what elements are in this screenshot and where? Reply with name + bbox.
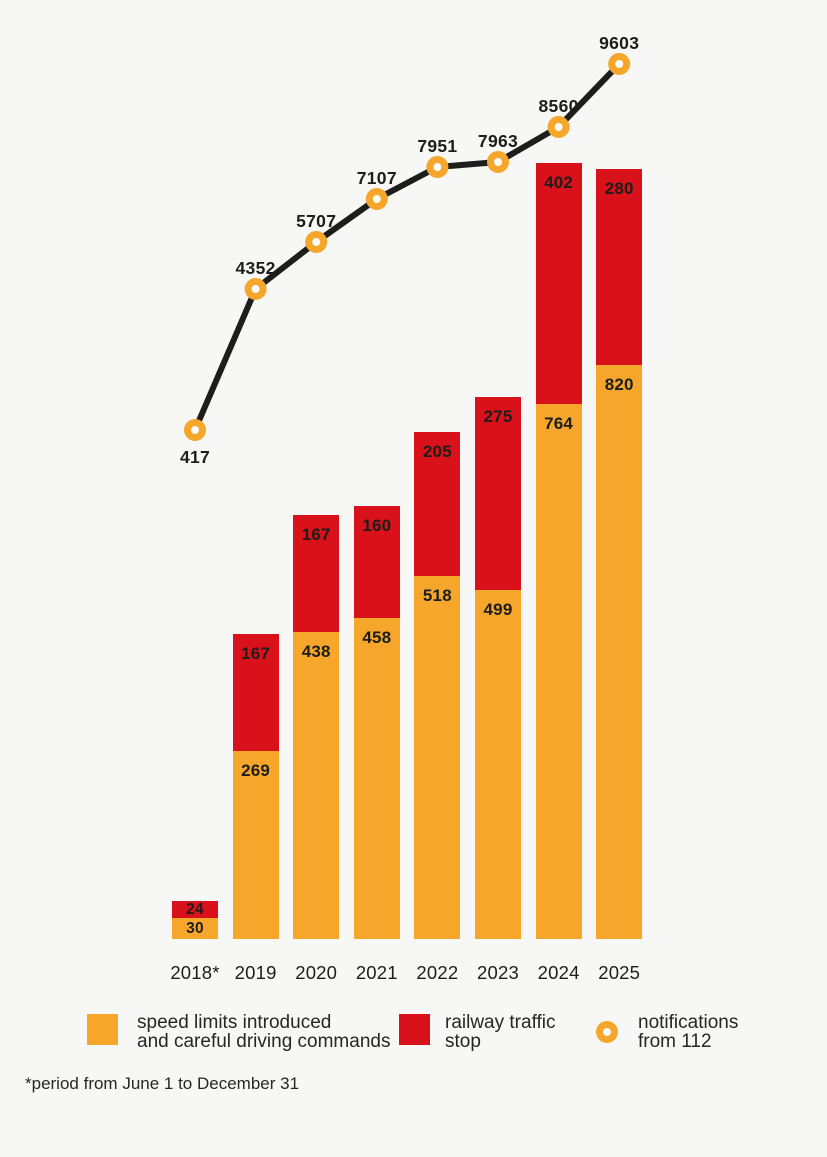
legend-line: stop xyxy=(445,1031,481,1052)
bar-value-label: 160 xyxy=(362,516,392,535)
bar-value-label: 275 xyxy=(483,407,513,426)
line-value-label: 417 xyxy=(179,447,211,467)
x-axis-label: 2022 xyxy=(416,962,459,983)
notifications-marker-icon xyxy=(365,188,388,210)
bar-value-label: 269 xyxy=(241,761,271,780)
bar-value-label: 499 xyxy=(483,600,513,619)
bar-segment-speed-limits: 518 xyxy=(414,576,461,939)
legend-label-notifications: notifications from 112 xyxy=(638,1013,738,1051)
bar-segment-speed-limits: 30 xyxy=(172,918,218,939)
bar-value-label: 820 xyxy=(604,375,634,394)
bar-segment-railway-traffic-stop: 402 xyxy=(535,163,582,404)
x-axis-label: 2021 xyxy=(355,962,398,983)
x-axis-label: 2018* xyxy=(170,962,220,983)
line-value-label: 4352 xyxy=(235,258,276,278)
bar-segment-speed-limits: 269 xyxy=(232,751,279,939)
bar-value-label: 402 xyxy=(544,173,574,192)
x-axis-label: 2019 xyxy=(234,962,277,983)
bar-segment-railway-traffic-stop: 24 xyxy=(172,901,218,918)
bar-value-label: 764 xyxy=(544,414,574,433)
bar-value-label: 24 xyxy=(186,900,204,918)
bar-segment-railway-traffic-stop: 167 xyxy=(293,515,340,632)
bar-segment-speed-limits: 764 xyxy=(535,404,582,939)
bar-value-label: 167 xyxy=(241,644,271,663)
legend-line: notifications xyxy=(638,1012,739,1033)
speed-limits-swatch-icon xyxy=(87,1014,118,1045)
legend-line: and careful driving commands xyxy=(137,1031,391,1052)
legend-line: from 112 xyxy=(638,1031,712,1052)
line-value-label: 9603 xyxy=(599,33,640,53)
x-axis-label: 2025 xyxy=(598,962,641,983)
bar-segment-speed-limits: 438 xyxy=(293,632,340,939)
bar-value-label: 167 xyxy=(301,525,331,544)
line-value-label: 7107 xyxy=(356,168,397,188)
bar-segment-railway-traffic-stop: 205 xyxy=(414,432,461,576)
bar-value-label: 205 xyxy=(422,442,452,461)
bar-value-label: 438 xyxy=(301,642,331,661)
line-value-label: 5707 xyxy=(296,211,337,231)
bar-segment-railway-traffic-stop: 275 xyxy=(475,397,521,590)
legend-label-railway-stop: railway traffic stop xyxy=(445,1013,556,1051)
notifications-marker-icon xyxy=(244,278,267,300)
notifications-marker-icon xyxy=(608,53,631,75)
line-value-label: 8560 xyxy=(538,96,579,116)
bar-value-label: 30 xyxy=(186,919,204,937)
bar-value-label: 280 xyxy=(604,179,634,198)
legend-label-speed-limits: speed limits introduced and careful driv… xyxy=(137,1013,390,1051)
x-axis-label: 2020 xyxy=(295,962,338,983)
notifications-marker-icon xyxy=(547,116,570,138)
notifications-marker-icon xyxy=(487,151,509,173)
footnote: *period from June 1 to December 31 xyxy=(25,1074,300,1093)
bar-segment-railway-traffic-stop: 167 xyxy=(232,634,279,751)
line-value-label: 7963 xyxy=(477,131,519,151)
bar-segment-speed-limits: 499 xyxy=(475,590,521,939)
x-axis-label: 2023 xyxy=(477,962,519,983)
notifications-marker-icon xyxy=(305,231,328,253)
bar-value-label: 458 xyxy=(362,628,392,647)
railway-stop-swatch-icon xyxy=(399,1014,430,1045)
bar-segment-speed-limits: 820 xyxy=(596,365,643,939)
bar-segment-speed-limits: 458 xyxy=(353,618,400,939)
bar-segment-railway-traffic-stop: 160 xyxy=(353,506,400,618)
legend-line: railway traffic xyxy=(445,1012,556,1033)
notifications-ring-icon xyxy=(596,1021,618,1043)
bar-value-label: 518 xyxy=(422,586,452,605)
x-axis-label: 2024 xyxy=(537,962,580,983)
notifications-marker-icon xyxy=(426,156,449,178)
legend-line: speed limits introduced xyxy=(137,1012,332,1033)
bar-segment-railway-traffic-stop: 280 xyxy=(596,169,643,365)
notifications-marker-icon xyxy=(184,419,206,441)
